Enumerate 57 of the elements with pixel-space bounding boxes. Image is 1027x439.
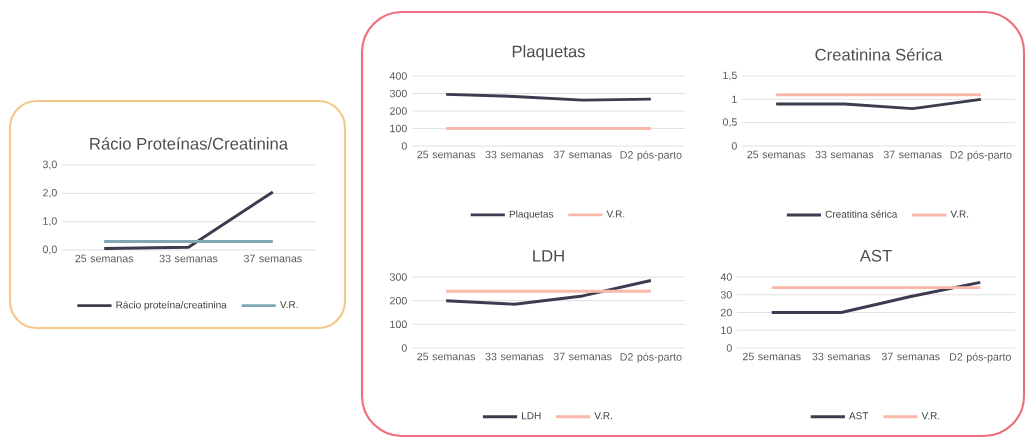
line-series xyxy=(444,279,653,306)
legend-label: V.R. xyxy=(950,210,969,218)
x-tick-label: 33 semanas xyxy=(485,352,544,361)
y-tick-label: 0 xyxy=(726,344,732,352)
x-tick-label: 37 semanas xyxy=(883,150,942,159)
y-tick-label: 200 xyxy=(390,296,407,305)
legend-label: V.R. xyxy=(921,412,940,420)
y-tick-label: 200 xyxy=(390,107,407,115)
y-tick-label: 20 xyxy=(720,308,732,317)
chart-title: Plaquetas xyxy=(512,45,585,61)
y-tick-label: 1,5 xyxy=(723,71,737,81)
y-tick-label: 40 xyxy=(720,273,732,281)
y-tick-label: 0 xyxy=(731,142,737,150)
y-tick-label: 0,5 xyxy=(722,118,737,128)
legend-label: V.R. xyxy=(594,412,612,420)
y-tick-label: 0 xyxy=(401,142,407,150)
y-tick-label: 1,0 xyxy=(43,217,57,227)
legend-label: V.R. xyxy=(279,301,298,309)
legend-label: Rácio proteína/creatinina xyxy=(116,300,227,311)
legend-label: V.R. xyxy=(606,210,625,218)
x-tick-label: 25 semanas xyxy=(742,352,801,361)
y-tick-label: 0,0 xyxy=(42,245,57,255)
y-tick-label: 100 xyxy=(390,124,407,133)
x-tick-label: 33 semanas xyxy=(485,150,544,159)
x-tick-label: D2 pós-parto xyxy=(950,150,1012,161)
legend-label: Plaquetas xyxy=(509,210,554,220)
chart-title: AST xyxy=(859,249,892,262)
x-tick-label: 33 semanas xyxy=(159,254,218,263)
x-tick-label: 33 semanas xyxy=(815,150,874,159)
x-tick-label: 37 semanas xyxy=(553,352,612,361)
y-tick-label: 300 xyxy=(389,89,407,98)
legend-label: Creatitina sérica xyxy=(825,210,898,218)
y-tick-label: 400 xyxy=(389,72,407,80)
x-tick-label: D2 pós-parto xyxy=(620,150,682,161)
y-tick-label: 30 xyxy=(720,290,732,299)
x-tick-label: 37 semanas xyxy=(243,254,302,263)
x-tick-label: 33 semanas xyxy=(812,352,871,361)
x-tick-label: 25 semanas xyxy=(747,150,806,159)
x-tick-label: D2 pós-parto xyxy=(950,352,1011,363)
legend-label: LDH xyxy=(522,412,541,420)
x-tick-label: 37 semanas xyxy=(553,150,612,159)
x-tick-label: 25 semanas xyxy=(417,150,476,159)
chart-title: Rácio Proteínas/Creatinina xyxy=(90,137,289,150)
chart-title: Creatinina Sérica xyxy=(815,48,943,61)
y-tick-label: 10 xyxy=(721,326,732,335)
y-tick-label: 0 xyxy=(401,344,407,352)
y-tick-label: 100 xyxy=(390,320,407,329)
y-tick-label: 300 xyxy=(389,273,407,281)
x-tick-label: 37 semanas xyxy=(881,352,940,361)
x-tick-label: D2 pós-parto xyxy=(620,352,682,363)
x-tick-label: 25 semanas xyxy=(75,254,134,263)
x-tick-label: 25 semanas xyxy=(417,352,476,361)
y-tick-label: 3,0 xyxy=(42,160,57,170)
y-tick-label: 2,0 xyxy=(43,188,57,198)
y-tick-label: 1 xyxy=(732,95,737,103)
legend-label: AST xyxy=(849,412,869,420)
chart-title: LDH xyxy=(533,250,564,262)
